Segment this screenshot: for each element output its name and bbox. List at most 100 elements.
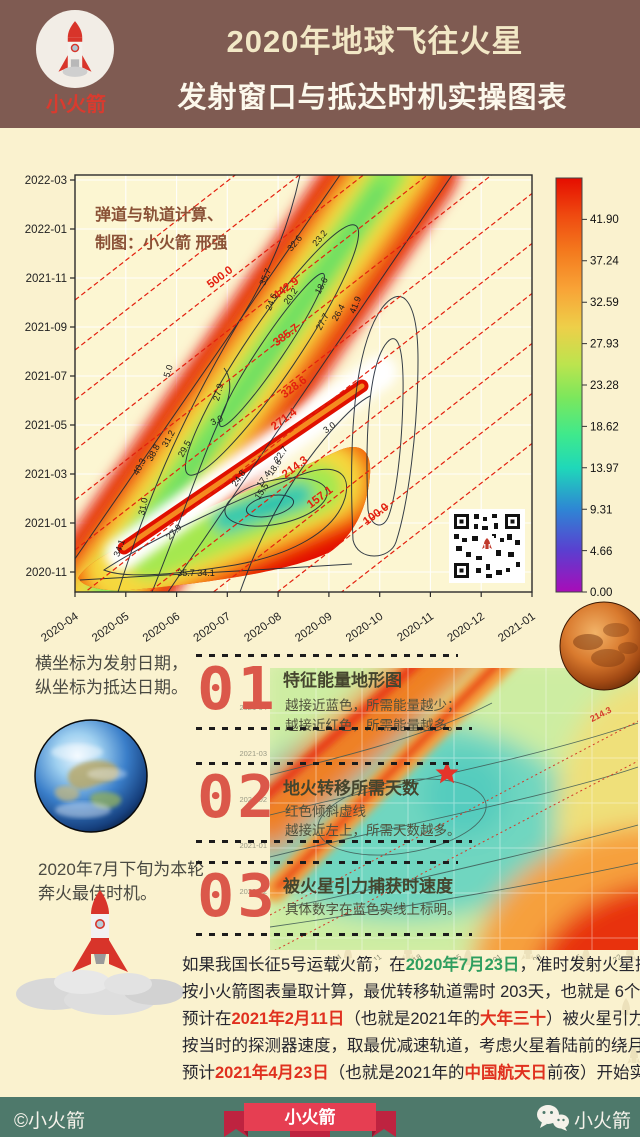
section-02-desc2: 越接近左上，所需天数越多。: [285, 823, 461, 838]
colorbar-tick: 18.62: [590, 422, 619, 434]
y-tick-label: 2021-09: [25, 322, 67, 334]
y-tick-label: 2021-03: [25, 469, 67, 481]
colorbar-tick: 41.90: [590, 214, 619, 226]
mars-image: [559, 601, 640, 691]
y-tick-label: 2021-11: [26, 273, 67, 285]
panel-y-tick: 2021-01: [239, 841, 267, 850]
text-segment: ）被火星引力俘获；: [546, 1010, 640, 1028]
highlight-date-red: 2021年2月11日: [231, 1010, 345, 1028]
colorbar-tick: 27.93: [590, 339, 619, 351]
y-tick-label: 2022-01: [25, 224, 67, 236]
best-window-note: 2020年7月下旬为本轮 奔火最佳时机。: [38, 858, 204, 906]
section-01-number: 01: [197, 653, 278, 724]
earth-image: [34, 719, 148, 833]
x-tick-label: 2020-06: [141, 611, 182, 645]
colorbar-tick: 13.97: [590, 463, 619, 475]
text-segment: （也就是2021年的: [328, 1064, 465, 1082]
middle-band: [105, 355, 397, 571]
colorbar: 41.90 37.24 32.59 27.93 23.28 18.62 13.9…: [555, 177, 619, 599]
header-banner: 小火箭 2020年地球飞往火星 发射窗口与抵达时机实操图表: [0, 0, 640, 128]
contour-label: 35.7 34.1: [177, 568, 215, 578]
highlight-date-green: 2020年7月23日: [405, 956, 520, 974]
section-03-number: 03: [197, 860, 278, 931]
text-segment: 按当时的探测器速度，取最优减速轨道，考虑火星着陆前的绕月探测时间，: [182, 1037, 640, 1055]
dashed-separator: [196, 840, 472, 843]
rocket-illustration: [16, 890, 184, 1015]
panel-y-tick: 2021-04: [239, 703, 267, 712]
x-tick-label: 2020-04: [39, 610, 81, 644]
panel-y-labels: 2021-04 2021-03 2021-02 2021-01 2020-12: [239, 703, 267, 896]
text-segment: 如果我国长征5号运载火箭，在: [182, 956, 406, 974]
axes-note-line2: 纵坐标为抵达日期。: [35, 678, 188, 697]
paragraph-line: 按小火箭图表量取计算，最优转移轨道需时 203天，也就是 6个月零19天，: [182, 979, 640, 1006]
y-tick-label: 2020-11: [26, 567, 67, 579]
text-segment: 前夜）开始实施火星着陆机动。: [546, 1064, 640, 1082]
contour-label: 3.0: [209, 413, 225, 427]
section-03-title: 被火星引力捕获时速度: [283, 877, 453, 896]
x-tick-label: 2020-11: [395, 611, 436, 645]
dashed-separator: [196, 762, 458, 765]
footer-copyright: ©小火箭: [14, 1111, 85, 1132]
annotation-line2: 制图：小火箭 邢强: [95, 233, 227, 252]
colorbar-tick: 37.24: [590, 256, 619, 268]
x-tick-label: 2020-12: [445, 611, 486, 645]
paragraph-line: 预计2021年4月23日（也就是2021年的中国航天日前夜）开始实施火星着陆机动…: [182, 1060, 640, 1087]
section-01-title: 特征能量地形图: [283, 671, 402, 690]
contour-label: 27.9: [211, 382, 225, 402]
section-02-number: 02: [197, 761, 278, 832]
smoke-clouds: [16, 970, 184, 1015]
dashed-separator: [196, 727, 472, 730]
y-tick-label: 2021-05: [25, 420, 67, 432]
panel-y-tick: 2020-12: [239, 887, 267, 896]
porkchop-chart: 500.0 442.9 385.7 328.6 271.4 214.3 157.…: [25, 174, 619, 645]
dashed-separator: [196, 933, 472, 936]
paragraph-line: 预计在2021年2月11日（也就是2021年的大年三十）被火星引力俘获；: [182, 1006, 640, 1033]
wechat-account-label: 小火箭: [574, 1111, 632, 1132]
x-tick-label: 2020-10: [344, 611, 385, 645]
highlight-red: 大年三十: [480, 1010, 547, 1028]
tof-dashed-lines: [75, 175, 532, 592]
x-tick-label: 2021-01: [496, 611, 537, 645]
highlight-red: 中国航天日: [464, 1064, 547, 1082]
axes-note: 横坐标为发射日期， 纵坐标为抵达日期。: [35, 652, 188, 700]
colorbar-tick: 23.28: [590, 380, 619, 392]
text-segment: 按小火箭图表量取计算，最优转移轨道需时 203天，也就是 6个月零19天，: [182, 983, 640, 1001]
zoom-panel-chart: 214.3 2021-04 2021-03 2021-02 2021-01 20…: [239, 668, 638, 960]
text-segment: 预计在: [182, 1010, 232, 1028]
axes-note-line1: 横坐标为发射日期，: [35, 654, 188, 673]
colorbar-labels: 41.90 37.24 32.59 27.93 23.28 18.62 13.9…: [590, 214, 619, 599]
plot-border: [74, 174, 533, 593]
text-segment: ，准时发射火星探测器，则: [519, 956, 640, 974]
text-segment: （也就是2021年的: [344, 1010, 481, 1028]
section-03-desc1: 具体数字在蓝色实线上标明。: [285, 902, 461, 917]
best-window-line2: 奔火最佳时机。: [38, 884, 157, 903]
dashed-separator: [196, 654, 458, 657]
page-title-line2: 发射窗口与抵达时机实操图表: [177, 82, 568, 114]
ribbon-badge: 小火箭: [224, 1103, 396, 1137]
colorbar-tick: 0.00: [590, 587, 612, 599]
page-title-line1: 2020年地球飞往火星: [226, 24, 524, 59]
qr-rocket-icon: [480, 536, 494, 554]
contour-lines: [75, 175, 453, 592]
section-02-title: 地火转移所需天数: [283, 779, 419, 798]
section-01-desc1: 越接近蓝色，所需能量越少；: [285, 698, 461, 713]
panel-y-tick: 2021-03: [239, 749, 267, 758]
contour-label: 31.0: [136, 497, 149, 516]
panel-y-tick: 2021-02: [239, 795, 267, 804]
colorbar-tick: 9.31: [590, 505, 612, 517]
y-axis-labels: 2022-03 2022-01 2021-11 2021-09 2021-07 …: [25, 175, 67, 579]
annotation-line1: 弹道与轨道计算、: [95, 205, 223, 224]
logo-label: 小火箭: [46, 94, 106, 116]
y-tick-label: 2022-03: [25, 175, 67, 187]
x-tick-label: 2020-09: [293, 611, 334, 645]
contour-label: 5.0: [161, 364, 174, 379]
logo-badge: [36, 10, 114, 88]
x-tick-label: 2020-07: [192, 611, 233, 645]
text-segment: 预计: [182, 1064, 215, 1082]
paragraph-line: 按当时的探测器速度，取最优减速轨道，考虑火星着陆前的绕月探测时间，: [182, 1033, 640, 1060]
rocket-body: [72, 890, 128, 972]
y-tick-label: 2021-01: [25, 518, 67, 530]
summary-paragraph: 如果我国长征5号运载火箭，在2020年7月23日，准时发射火星探测器，则 按小火…: [182, 952, 640, 1087]
panel-fills: [270, 668, 638, 950]
